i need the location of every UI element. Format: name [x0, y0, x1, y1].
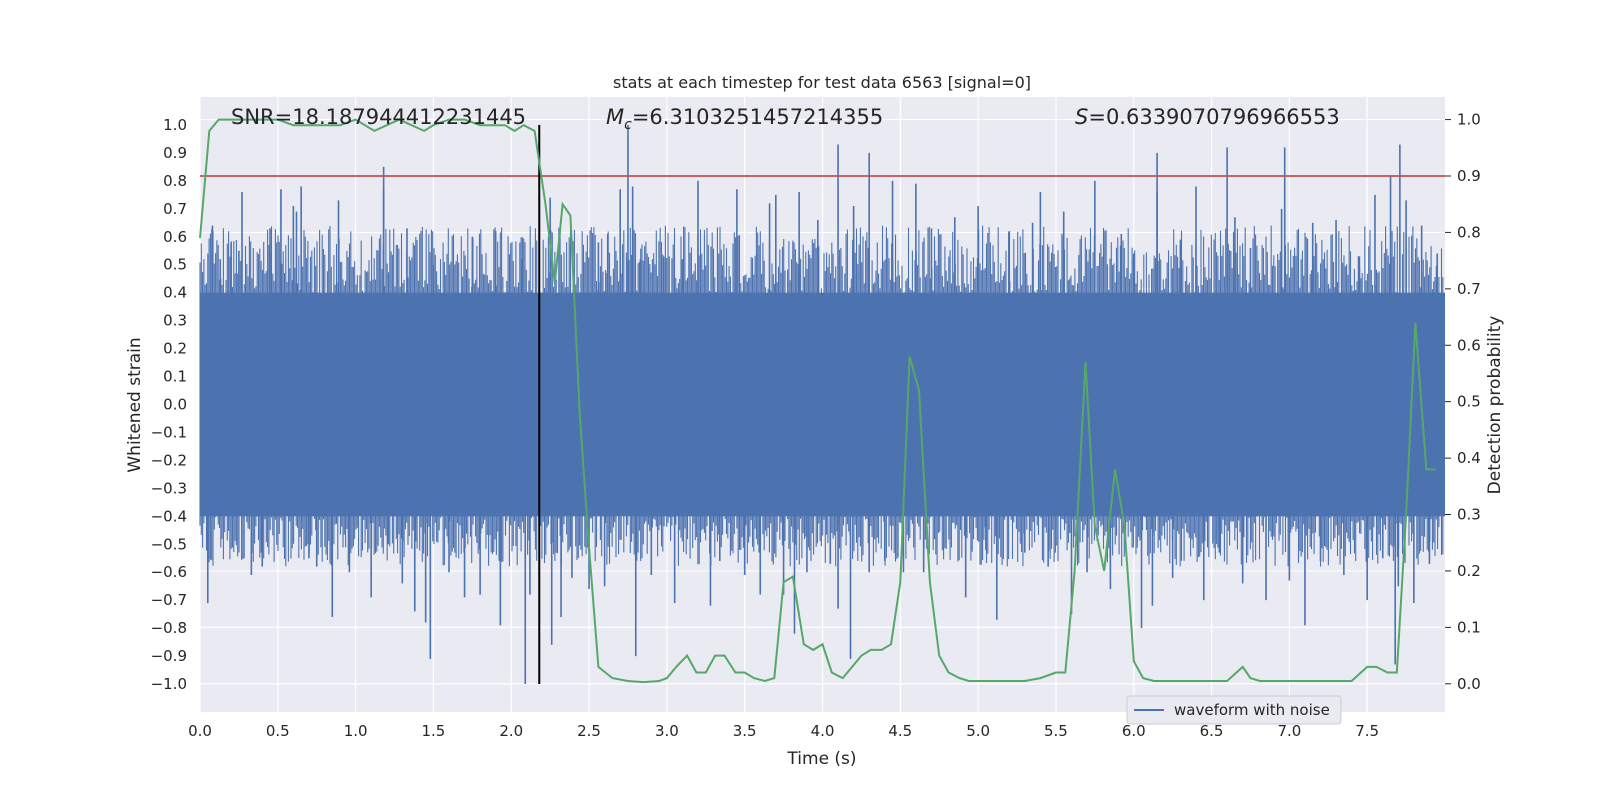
y-tick-label-left: −0.3 [151, 479, 187, 497]
x-tick-label: 0.5 [266, 722, 290, 740]
chirp-mass-symbol: M [606, 105, 624, 129]
y-tick-label-right: 0.2 [1457, 562, 1481, 580]
y-tick-labels-right: 1.0 0.9 0.8 0.7 0.6 0.5 0.4 0.3 0.2 0.1 0.0 [1445, 111, 1481, 693]
x-tick-label: 2.0 [499, 722, 523, 740]
y-tick-label-left: −0.1 [151, 423, 187, 441]
legend-box [1126, 695, 1342, 725]
x-tick-label: 3.0 [655, 722, 679, 740]
x-tick-label: 7.5 [1355, 722, 1379, 740]
x-tick-label: 6.5 [1200, 722, 1224, 740]
x-tick-label: 4.5 [888, 722, 912, 740]
y-tick-label-left: −0.5 [151, 535, 187, 553]
y-tick-label-left: 0.4 [163, 284, 187, 302]
x-tick-label: 0.0 [188, 722, 212, 740]
y-axis-label-left: Whitened strain [125, 337, 145, 472]
y-tick-label-left: 0.1 [163, 368, 187, 386]
s-annotation: S=0.6339070796966553 [1075, 105, 1340, 129]
y-tick-label-right: 0.0 [1457, 675, 1481, 693]
legend-label: waveform with noise [1174, 701, 1330, 719]
x-tick-label: 1.0 [344, 722, 368, 740]
y-tick-label-left: −0.9 [151, 647, 187, 665]
y-tick-label-left: 0.3 [163, 312, 187, 330]
x-tick-label: 6.0 [1122, 722, 1146, 740]
legend: waveform with noise [1126, 695, 1342, 725]
y-axis-label-right: Detection probability [1485, 316, 1505, 495]
y-tick-label-left: −0.2 [151, 451, 187, 469]
chirp-mass-subscript: c [624, 117, 632, 133]
y-tick-label-left: −1.0 [151, 675, 187, 693]
y-tick-label-left: 0.5 [163, 256, 187, 274]
x-tick-labels: 0.0 0.5 1.0 1.5 2.0 2.5 3.0 3.5 4.0 4.5 5.0 5.5 6.0 6… [188, 722, 1379, 740]
y-tick-label-left: −0.6 [151, 563, 187, 581]
y-tick-label-right: 0.3 [1457, 506, 1481, 524]
y-tick-label-left: −0.7 [151, 591, 187, 609]
y-tick-label-left: 0.8 [163, 172, 187, 190]
x-tick-label: 3.5 [733, 722, 757, 740]
chirp-mass-annotation: Mc=6.3103251457214355 [606, 105, 883, 133]
s-symbol: S [1075, 105, 1088, 129]
y-tick-label-left: −0.8 [151, 619, 187, 637]
y-tick-label-left: 0.9 [163, 144, 187, 162]
chart-title: stats at each timestep for test data 656… [613, 73, 1031, 92]
x-tick-label: 7.0 [1277, 722, 1301, 740]
y-tick-label-left: 0.0 [163, 396, 187, 414]
y-tick-label-left: 0.6 [163, 228, 187, 246]
y-tick-label-right: 0.5 [1457, 393, 1481, 411]
detection-probability-line [199, 118, 1436, 684]
y-tick-label-right: 0.9 [1457, 167, 1481, 185]
x-tick-label: 5.0 [966, 722, 990, 740]
s-value: =0.6339070796966553 [1088, 105, 1339, 129]
x-tick-label: 2.5 [577, 722, 601, 740]
y-tick-label-left: 0.2 [163, 340, 187, 358]
x-tick-label: 1.5 [422, 722, 446, 740]
x-tick-label: 4.0 [811, 722, 835, 740]
x-tick-label: 5.5 [1044, 722, 1068, 740]
snr-annotation: SNR=18.187944412231445 [231, 105, 526, 129]
noise-waveform-series [199, 124, 1445, 685]
x-axis-label: Time (s) [786, 749, 856, 769]
y-tick-label-right: 0.1 [1457, 618, 1481, 636]
y-tick-label-left: 1.0 [163, 116, 187, 134]
y-tick-label-right: 0.7 [1457, 280, 1481, 298]
y-tick-labels-left: 1.0 0.9 0.8 0.7 0.6 0.5 0.4 0.3 0.2 0.1 0.0 −0.1 −0.… [151, 116, 187, 693]
y-tick-label-right: 0.8 [1457, 223, 1481, 241]
y-tick-label-left: 0.7 [163, 200, 187, 218]
y-tick-label-right: 1.0 [1457, 111, 1481, 129]
y-tick-label-right: 0.6 [1457, 336, 1481, 354]
y-tick-label-right: 0.4 [1457, 449, 1481, 467]
chirp-mass-value: =6.3103251457214355 [632, 105, 883, 129]
y-tick-label-left: −0.4 [151, 507, 187, 525]
